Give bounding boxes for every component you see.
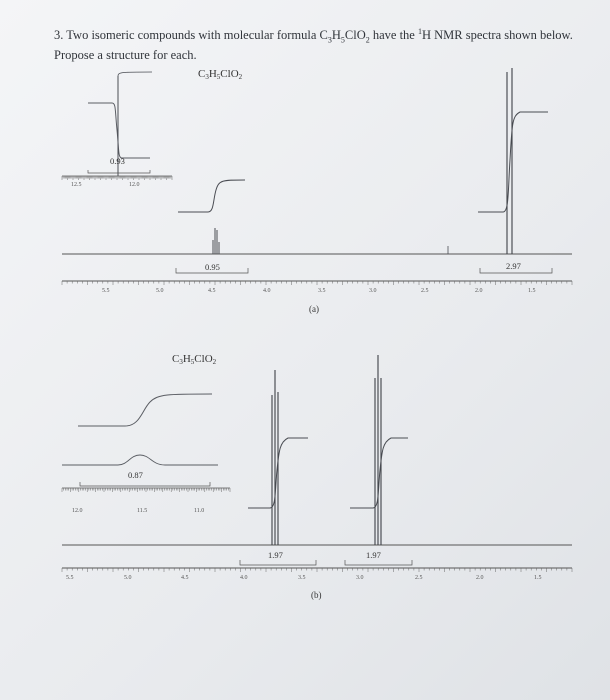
integral-curve-b1 [248, 437, 308, 509]
integral-curve-b2 [350, 437, 408, 509]
inset-a-integral-label: 0.93 [110, 156, 125, 166]
spectrum-b-axis-tick-label: 2.0 [476, 575, 484, 581]
question-number: 3. [54, 28, 64, 43]
spectrum-a-axis-tick-label: 3.5 [318, 288, 326, 294]
spectrum-a-axis-tick-label: 4.0 [263, 288, 271, 294]
integral-bracket-b2 [344, 560, 413, 566]
inset-b-integral-label: 0.87 [128, 470, 143, 480]
spectrum-b-axis-tick-label: 5.5 [66, 575, 74, 581]
inset-a-axis [61, 176, 173, 180]
spectrum-b-axis-tick-label: 3.5 [298, 575, 306, 581]
spectrum-a-tick-labels: 5.5 5.0 4.5 4.0 3.5 3.0 2.5 2.0 1.5 [102, 288, 536, 294]
spectrum-b-axis-tick-label: 5.0 [124, 575, 132, 581]
inset-b-tick-label-1: 12.0 [72, 508, 83, 514]
spectrum-b-axis-tick-label: 2.5 [415, 575, 423, 581]
inset-a-integral-bracket [87, 170, 151, 174]
formula-b: C3H5ClO2 [172, 353, 217, 366]
spectrum-b: C3H5ClO2 0.87 12.0 11.5 11.0 1.97 [61, 353, 573, 600]
spectrum-a-axis [61, 281, 573, 285]
inset-b-integral-bracket [79, 482, 211, 487]
spectrum-a-axis-tick-label: 2.5 [421, 288, 429, 294]
spectrum-b-axis [61, 568, 573, 572]
inset-a-integral-top [117, 71, 153, 77]
spectrum-a-axis-tick-label: 5.0 [156, 288, 164, 294]
spectrum-b-axis-tick-label: 4.5 [181, 575, 189, 581]
inset-b-integral-curve [78, 393, 213, 427]
spectrum-a-axis-tick-label: 5.5 [102, 288, 110, 294]
inset-a: 0.93 12.5 12.0 [61, 71, 173, 188]
peak-quartet-a [212, 228, 220, 254]
spectrum-a-axis-tick-label: 2.0 [475, 288, 483, 294]
spectrum-b-tick-labels: 5.5 5.0 4.5 4.0 3.5 3.0 2.5 2.0 1.5 [66, 575, 542, 581]
spectrum-a: C3H5ClO2 0.93 12.5 12.0 0.95 [61, 68, 573, 314]
peak-triplet-b1 [271, 370, 279, 545]
inset-b-peak [62, 454, 218, 466]
question-text: 3. Two isomeric compounds with molecular… [54, 27, 573, 62]
formula-a: C3H5ClO2 [198, 68, 243, 81]
spectrum-b-axis-tick-label: 4.0 [240, 575, 248, 581]
inset-a-integral-curve [88, 102, 150, 159]
integral-label-b2: 1.97 [366, 550, 381, 560]
integral-label-a2: 2.97 [506, 261, 521, 271]
integral-bracket-b1 [239, 560, 317, 566]
inset-a-tick-label-1: 12.5 [71, 182, 82, 188]
panel-label-b: (b) [311, 590, 322, 600]
inset-b: 0.87 12.0 11.5 11.0 [61, 393, 231, 514]
inset-b-axis [61, 488, 231, 492]
inset-a-tick-label-2: 12.0 [129, 182, 140, 188]
integral-bracket-a2 [479, 268, 553, 274]
integral-curve-a1 [178, 179, 246, 213]
integral-label-a1: 0.95 [205, 262, 220, 272]
spectrum-a-axis-tick-label: 1.5 [528, 288, 536, 294]
integral-curve-a2 [478, 111, 548, 213]
peak-doublet-a [506, 68, 513, 254]
inset-b-tick-label-2: 11.5 [137, 508, 147, 514]
panel-label-a: (a) [309, 304, 319, 314]
inset-b-tick-label-3: 11.0 [194, 508, 204, 514]
spectrum-a-axis-tick-label: 3.0 [369, 288, 377, 294]
spectrum-b-axis-tick-label: 3.0 [356, 575, 364, 581]
peak-triplet-b2 [374, 355, 382, 545]
integral-bracket-a1 [175, 268, 249, 274]
spectrum-a-axis-tick-label: 4.5 [208, 288, 216, 294]
spectrum-b-axis-tick-label: 1.5 [534, 575, 542, 581]
integral-label-b1: 1.97 [268, 550, 283, 560]
